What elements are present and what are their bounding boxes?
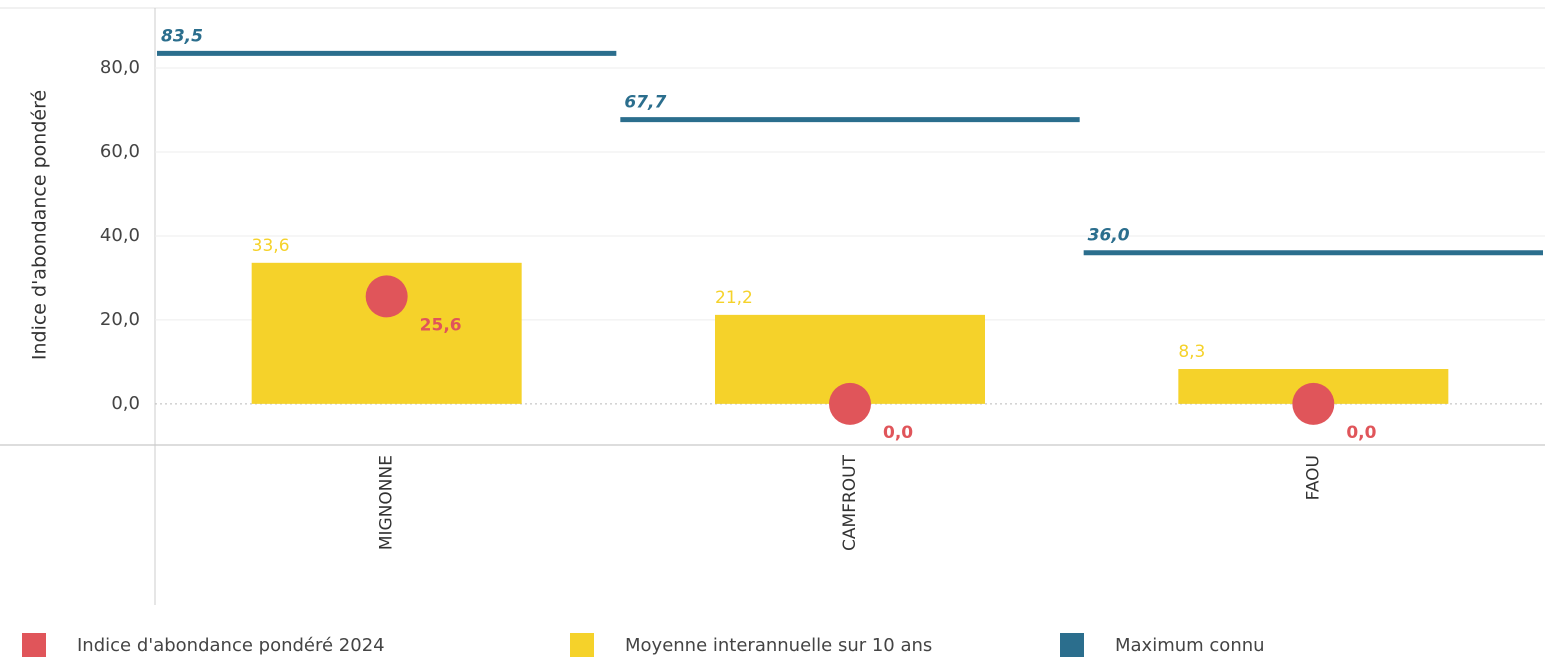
bar-value-label: 8,3 xyxy=(1178,342,1205,362)
legend-label: Moyenne interannuelle sur 10 ans xyxy=(625,635,932,656)
point xyxy=(1292,382,1335,425)
y-tick-label: 0,0 xyxy=(111,393,140,414)
max-value-label: 83,5 xyxy=(161,26,203,46)
x-tick-label: MIGNONNE xyxy=(377,455,397,550)
point-value-label: 25,6 xyxy=(420,315,462,335)
legend-swatch xyxy=(1060,633,1084,657)
y-tick-label: 80,0 xyxy=(100,57,140,78)
bar-value-label: 33,6 xyxy=(252,236,290,256)
max-value-label: 67,7 xyxy=(624,93,666,113)
y-axis-title: Indice d'abondance pondéré xyxy=(29,90,51,360)
point-value-label: 0,0 xyxy=(1346,423,1376,443)
point xyxy=(365,275,408,318)
legend-label: Indice d'abondance pondéré 2024 xyxy=(77,635,385,656)
bar-value-label: 21,2 xyxy=(715,288,753,308)
legend-swatch xyxy=(570,633,594,657)
legend-label: Maximum connu xyxy=(1115,635,1265,656)
x-tick-label: CAMFROUT xyxy=(840,454,860,551)
y-tick-label: 60,0 xyxy=(100,141,140,162)
point-value-label: 0,0 xyxy=(883,423,913,443)
y-tick-label: 40,0 xyxy=(100,225,140,246)
x-tick-label: FAOU xyxy=(1303,455,1323,500)
point xyxy=(829,382,871,425)
y-tick-label: 20,0 xyxy=(100,309,140,330)
max-value-label: 36,0 xyxy=(1088,226,1130,246)
legend-swatch xyxy=(22,633,46,657)
